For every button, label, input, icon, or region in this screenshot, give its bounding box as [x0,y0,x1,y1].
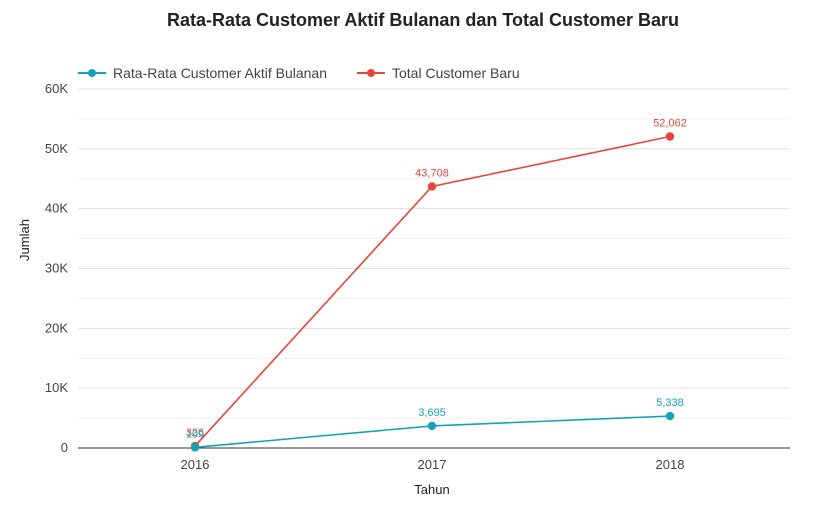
data-point-series-1[interactable] [665,411,675,421]
x-tick-label: 2016 [181,457,210,472]
y-tick-label: 40K [45,201,68,216]
y-tick-label: 30K [45,261,68,276]
series-line-1 [194,415,671,449]
x-tick-label: 2017 [418,457,447,472]
y-tick-label: 60K [45,81,68,96]
x-tick-label: 2018 [656,457,685,472]
data-point-series-2[interactable] [427,182,437,191]
data-label-series-2: 326 [186,427,204,439]
data-label-series-1: 109 [186,428,204,440]
legend-label-series-2: Total Customer Baru [392,65,520,81]
data-label-series-1: 5,338 [656,397,684,409]
y-tick-label: 20K [45,320,68,335]
legend-label-series-1: Rata-Rata Customer Aktif Bulanan [113,65,327,81]
y-tick-label: 50K [45,141,68,156]
chart-title: Rata-Rata Customer Aktif Bulanan dan Tot… [166,10,680,30]
data-point-series-1[interactable] [190,443,200,452]
legend: Rata-Rata Customer Aktif Bulanan Total C… [78,63,550,83]
data-point-series-1[interactable] [427,421,437,431]
data-label-series-2: 43,708 [415,167,449,179]
legend-swatch-series-2 [357,66,385,80]
y-tick-label: 0 [61,440,68,455]
x-axis-title: Tahun [414,482,449,497]
legend-swatch-series-1 [78,66,106,80]
data-label-series-2: 52,062 [653,117,687,129]
y-tick-label: 10K [45,380,68,395]
legend-item-series-2[interactable]: Total Customer Baru [357,65,520,81]
data-label-series-1: 3,695 [418,407,446,419]
y-axis-title: Jumlah [17,219,32,261]
data-point-series-2[interactable] [665,132,675,141]
legend-item-series-1[interactable]: Rata-Rata Customer Aktif Bulanan [78,65,327,81]
